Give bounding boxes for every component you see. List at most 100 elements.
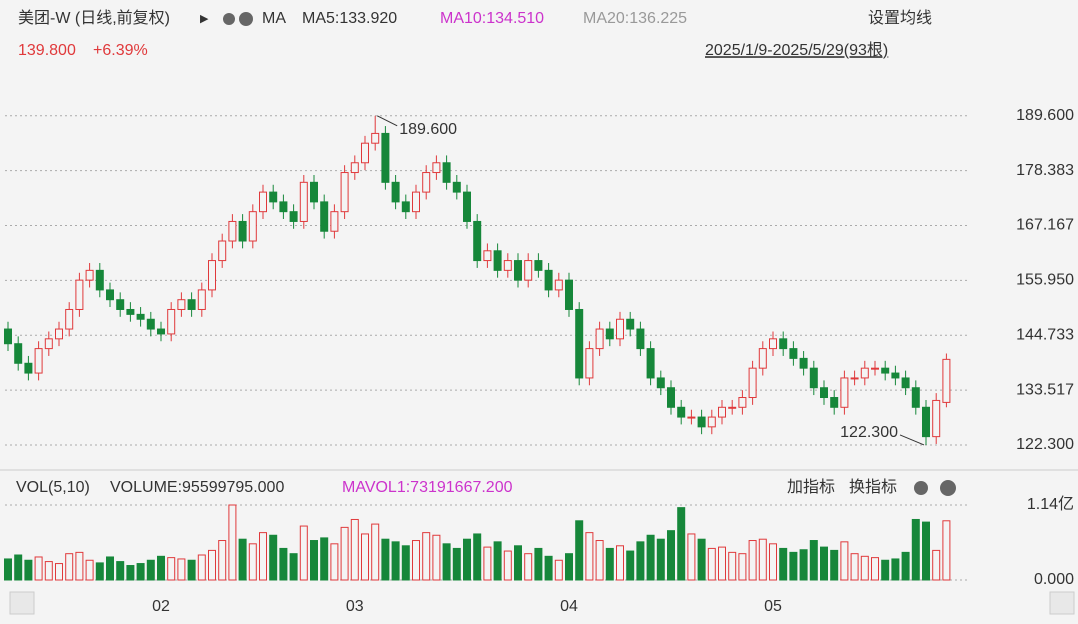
candle-body <box>320 201 329 232</box>
switch-indicator[interactable]: 换指标 <box>849 478 897 496</box>
add-indicator[interactable]: 加指标 <box>787 478 835 496</box>
volume-bar <box>820 546 828 581</box>
candle-body <box>381 132 390 183</box>
candle-body <box>626 318 635 330</box>
candle-body <box>514 260 522 281</box>
candle-body <box>310 181 318 203</box>
volume-bar <box>136 563 145 581</box>
candle-body <box>269 191 278 203</box>
candle-body <box>361 142 369 164</box>
candle-body <box>14 343 23 364</box>
candle-body <box>891 372 900 379</box>
y-tick-label: 144.733 <box>1016 326 1074 343</box>
volume-bar <box>24 559 33 581</box>
volume-bar <box>483 546 492 581</box>
volume-bar <box>401 545 410 581</box>
close-icon[interactable] <box>940 480 956 496</box>
candle-body <box>167 308 176 335</box>
candle-body <box>401 201 410 213</box>
volume-bar <box>44 561 53 581</box>
candle-body <box>809 367 818 389</box>
candle-body <box>432 162 441 174</box>
candle-body <box>820 387 828 399</box>
volume-bar <box>361 533 369 581</box>
candle-body <box>34 348 43 374</box>
scroll-right[interactable] <box>1049 591 1075 615</box>
x-tick-label: 04 <box>560 598 578 615</box>
volume-bar <box>779 547 788 581</box>
candle-body <box>605 328 614 340</box>
candle-body <box>728 406 737 409</box>
close-icon[interactable] <box>239 12 253 26</box>
candle-body <box>595 328 604 350</box>
volume-bar <box>14 554 23 581</box>
volume-bar <box>75 551 84 581</box>
scroll-left[interactable] <box>9 591 35 615</box>
volume-bar <box>442 543 451 581</box>
volume-bar <box>922 521 930 581</box>
volume-bar <box>850 553 859 581</box>
candle-body <box>687 416 696 419</box>
candle-body <box>371 132 380 144</box>
volume-bar <box>259 532 267 581</box>
volume-bar <box>85 559 94 581</box>
volume-bar <box>605 547 614 581</box>
candle-body <box>75 279 84 310</box>
volume-bar <box>911 518 920 581</box>
candle-body <box>412 191 420 213</box>
candle-body <box>901 377 910 389</box>
ma-settings[interactable]: 设置均线 <box>868 9 932 27</box>
candle-body <box>442 162 451 183</box>
volume-bar <box>422 532 431 581</box>
settings-icon[interactable] <box>914 481 928 495</box>
candle-body <box>850 377 859 380</box>
volume-bar <box>187 559 196 581</box>
candle-body <box>208 260 216 291</box>
candle-body <box>656 377 665 389</box>
volume-bar <box>554 559 563 581</box>
x-tick-label: 02 <box>152 598 170 615</box>
candle-body <box>55 328 63 340</box>
x-tick-label: 03 <box>346 598 364 615</box>
candle-body <box>248 211 257 242</box>
volume-bar <box>718 546 726 581</box>
volume-bar <box>289 553 298 581</box>
volume-bar <box>116 561 125 581</box>
volume-bar <box>463 538 471 581</box>
stock-title: 美团-W (日线,前复权) <box>18 9 170 27</box>
candle-body <box>748 367 757 399</box>
volume-bar <box>575 520 584 581</box>
volume-bar <box>748 540 757 581</box>
date-range: 2025/1/9-2025/5/29(93根) <box>705 41 888 59</box>
volume-bar <box>279 547 288 581</box>
volume-bar <box>157 555 165 581</box>
volume-bar <box>881 559 890 581</box>
candle-body <box>677 406 686 418</box>
volume-bar <box>391 541 400 581</box>
x-tick-label: 05 <box>764 598 782 615</box>
volume-bar <box>901 551 910 581</box>
volume-bar <box>269 534 278 581</box>
candle-body <box>830 397 839 408</box>
volume-bar <box>738 553 747 581</box>
volume-bar <box>238 538 247 581</box>
y-tick-label: 133.517 <box>1016 381 1074 398</box>
volume-bar <box>381 538 390 581</box>
ma10-label: MA10:134.510 <box>440 10 544 27</box>
settings-icon[interactable] <box>223 13 235 25</box>
volume-bar <box>799 549 808 581</box>
candle-body <box>911 387 920 408</box>
volume-bar <box>677 507 686 581</box>
candle-body <box>330 211 339 232</box>
candle-body <box>228 220 237 242</box>
candle-body <box>646 348 655 379</box>
volume-bar <box>228 504 237 581</box>
volume-bar <box>34 556 43 581</box>
candle-body <box>422 172 431 193</box>
expand-icon[interactable]: ▶ <box>200 13 209 25</box>
candle-body <box>565 279 573 310</box>
volume-bar <box>830 549 839 581</box>
volume-bar <box>860 555 869 581</box>
